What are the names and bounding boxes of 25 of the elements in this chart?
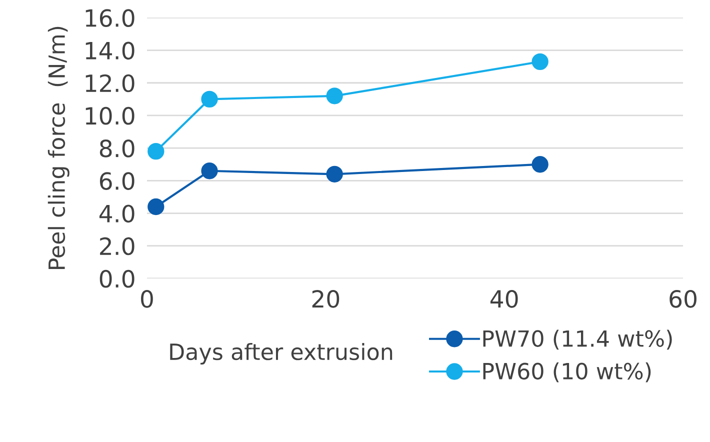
- point: [326, 166, 343, 182]
- x-tick-label: 40: [490, 290, 518, 308]
- point: [201, 162, 218, 180]
- y-tick-label: 4.0: [99, 204, 134, 223]
- point: [148, 142, 164, 160]
- y-tick-label: 0.0: [100, 270, 134, 288]
- y-tick-label: 8.0: [100, 140, 134, 158]
- y-tick-label: 14.0: [86, 42, 134, 60]
- legend-label: PW60 (10 wt%): [483, 362, 651, 382]
- x-axis-title: Days after extrusion: [170, 342, 392, 364]
- point: [532, 156, 548, 173]
- point: [201, 90, 218, 108]
- y-axis-title: Peel cling force (N/m): [48, 26, 70, 269]
- y-tick-label: 10.0: [86, 106, 134, 125]
- point: [532, 53, 548, 70]
- point: [148, 198, 164, 216]
- legend-label: PW70 (11.4 wt%): [483, 330, 672, 350]
- x-tick-label: 20: [312, 290, 340, 308]
- y-tick-label: 2.0: [100, 237, 134, 256]
- y-tick-label: 12.0: [86, 74, 134, 92]
- x-tick-label: 0: [141, 290, 153, 308]
- point: [326, 88, 343, 104]
- y-tick-label: 16.0: [86, 9, 134, 27]
- y-tick-label: 6.0: [100, 172, 134, 190]
- x-tick-label: 60: [670, 290, 696, 308]
